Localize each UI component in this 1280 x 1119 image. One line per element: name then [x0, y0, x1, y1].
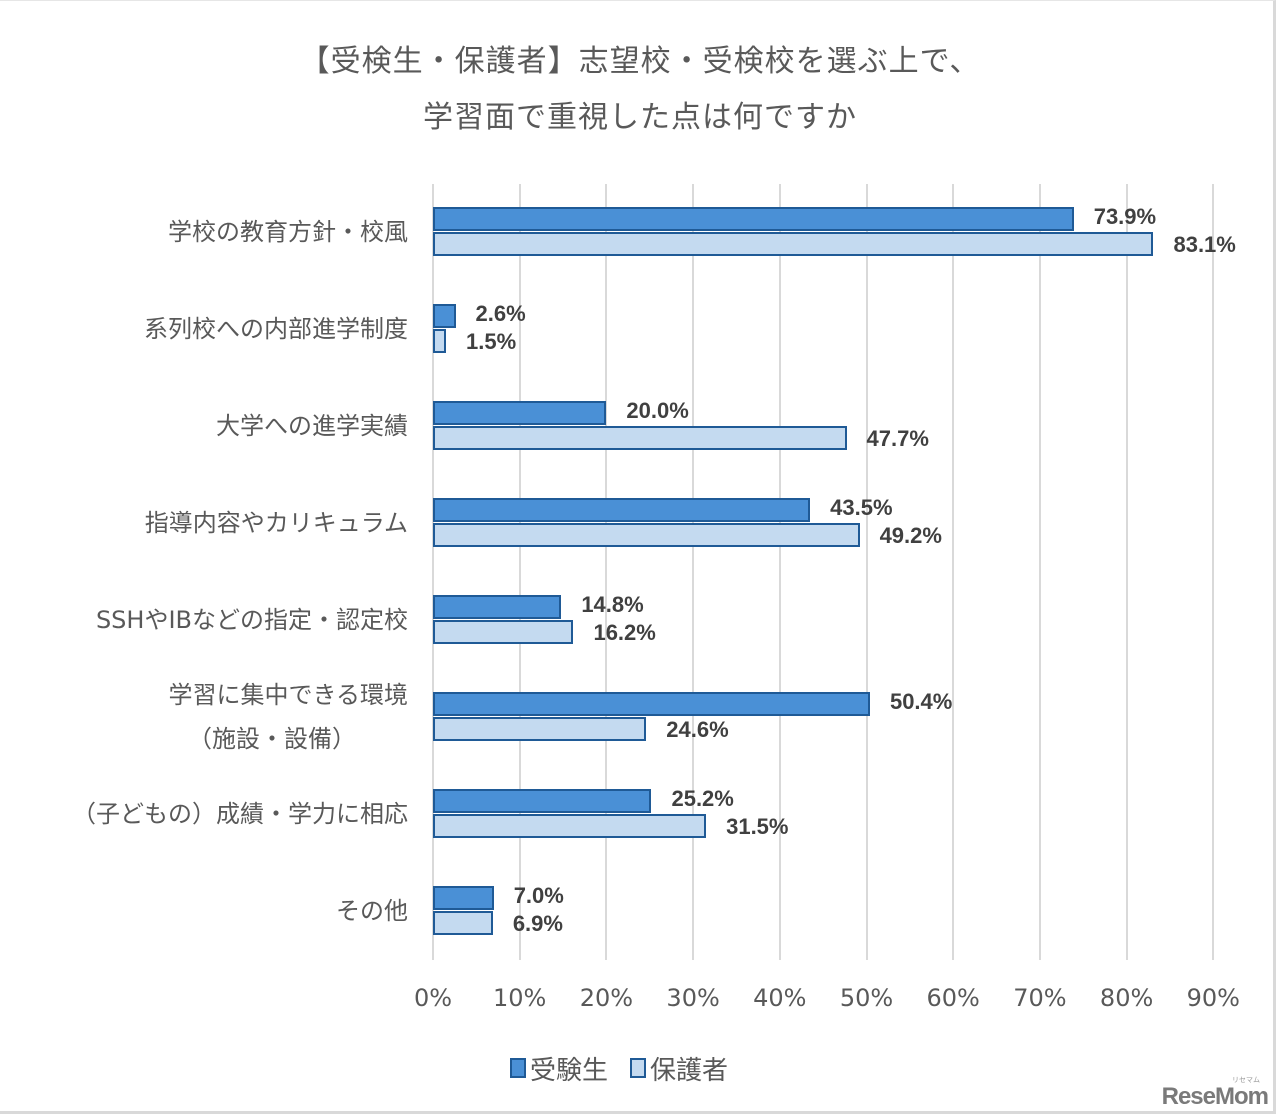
bar-guardian[interactable] — [433, 717, 647, 741]
category-label-line: 学習に集中できる環境 — [168, 681, 408, 709]
bar-guardian[interactable] — [433, 232, 1154, 256]
category-label: 指導内容やカリキュラム — [144, 509, 408, 537]
data-label: 43.5% — [830, 495, 893, 520]
data-label: 73.9% — [1093, 204, 1157, 229]
bar-examinee[interactable] — [433, 789, 652, 813]
watermark-sup: リセマム — [1232, 1076, 1260, 1084]
legend: 受験生 保護者 — [510, 1050, 728, 1086]
data-label: 7.0% — [513, 883, 564, 908]
category-label-line: （施設・設備） — [188, 725, 356, 753]
bar-examinee[interactable] — [433, 692, 870, 716]
category-label: 系列校への内部進学制度 — [144, 315, 408, 343]
data-label: 20.0% — [626, 398, 689, 423]
bar-examinee[interactable] — [433, 595, 562, 619]
legend-swatch-examinee — [510, 1058, 526, 1078]
bar-examinee[interactable] — [433, 304, 456, 328]
x-tick-label: 30% — [666, 984, 720, 1012]
category-label: 大学への進学実績 — [216, 412, 408, 440]
gridline — [605, 184, 608, 960]
gridline — [1212, 184, 1215, 960]
data-label: 24.6% — [666, 717, 729, 742]
gridline — [432, 184, 434, 960]
legend-swatch-guardian — [630, 1058, 647, 1078]
bar-guardian[interactable] — [433, 329, 446, 353]
gridline — [865, 184, 868, 960]
data-label: 14.8% — [581, 592, 644, 617]
data-label: 2.6% — [475, 301, 526, 326]
category-label: 学習に集中できる環境 （施設・設備） — [168, 673, 408, 761]
x-tick-label: 70% — [1013, 984, 1067, 1012]
gridline — [778, 184, 781, 960]
category-label: その他 — [336, 897, 408, 925]
bar-examinee[interactable] — [433, 498, 811, 522]
gridline — [692, 184, 695, 960]
x-tick-label: 10% — [493, 984, 547, 1012]
data-label: 83.1% — [1173, 232, 1236, 257]
bar-examinee[interactable] — [433, 401, 607, 425]
x-tick-label: 50% — [839, 984, 894, 1012]
data-label: 16.2% — [593, 620, 656, 645]
data-label: 6.9% — [512, 911, 563, 936]
bar-guardian[interactable] — [433, 523, 860, 547]
chart-title-line-2: 学習面で重視した点は何ですか — [423, 100, 857, 135]
bar-guardian[interactable] — [433, 911, 493, 935]
x-tick-label: 80% — [1099, 984, 1154, 1012]
legend-item-examinee[interactable]: 受験生 — [510, 1050, 608, 1087]
bar-guardian[interactable] — [433, 814, 707, 838]
data-label: 47.7% — [866, 426, 929, 451]
x-tick-label: 40% — [753, 984, 807, 1012]
chart-title-line-1: 【受検生・保護者】志望校・受検校を選ぶ上で、 — [299, 44, 981, 79]
legend-label: 保護者 — [650, 1055, 729, 1086]
legend-item-guardian[interactable]: 保護者 — [630, 1050, 728, 1087]
x-tick-label: 90% — [1186, 984, 1240, 1012]
gridline — [518, 184, 521, 960]
plot-area: 73.9% 83.1% 2.6% 1.5% 20.0% 47.7% 43.5% 49.2% 14… — [432, 184, 1236, 960]
data-label: 50.4% — [889, 689, 953, 714]
x-tick-label: 20% — [579, 984, 634, 1012]
data-label: 1.5% — [466, 329, 517, 354]
gridline — [952, 184, 955, 960]
bar-guardian[interactable] — [433, 426, 847, 450]
x-tick-label: 0% — [413, 984, 453, 1012]
x-tick-label: 60% — [926, 984, 980, 1012]
category-label: SSHやIBなどの指定・認定校 — [95, 606, 408, 634]
data-label: 49.2% — [879, 523, 942, 548]
bar-guardian[interactable] — [433, 620, 574, 644]
category-label: （子どもの）成績・学力に相応 — [72, 800, 408, 828]
bar-examinee[interactable] — [433, 886, 494, 910]
data-label: 25.2% — [671, 786, 734, 811]
gridline — [1038, 184, 1041, 960]
data-label: 31.5% — [726, 814, 789, 839]
gridline — [1125, 184, 1128, 960]
bar-examinee[interactable] — [433, 207, 1074, 231]
resemom-logo: ReseMom — [1161, 1083, 1269, 1110]
legend-label: 受験生 — [530, 1055, 609, 1086]
category-label: 学校の教育方針・校風 — [168, 218, 408, 246]
